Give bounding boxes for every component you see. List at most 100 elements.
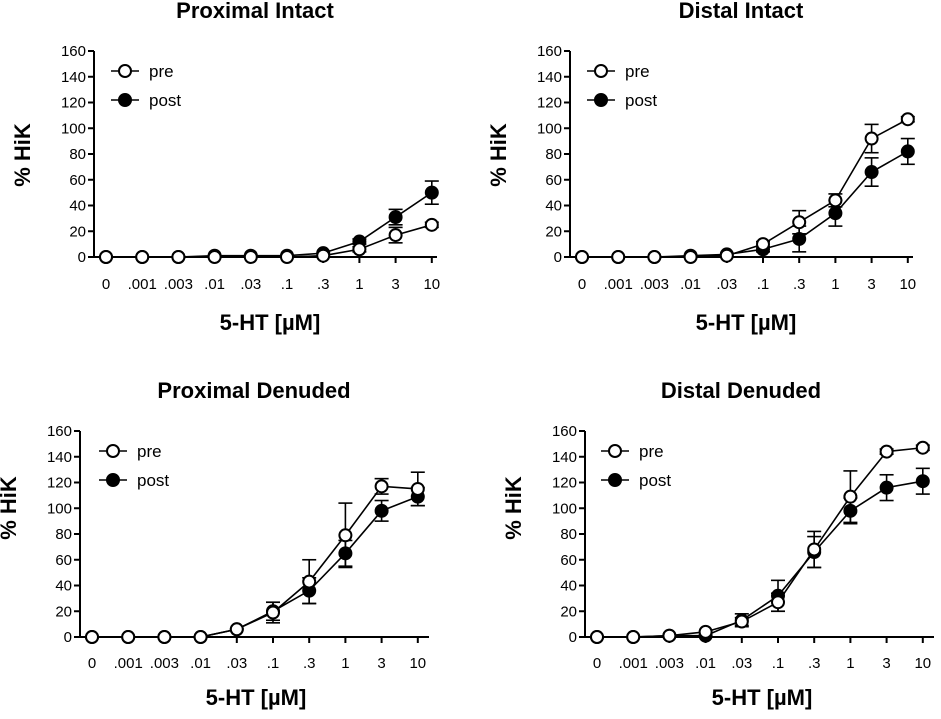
legend-label-pre: pre [639,442,664,461]
x-axis-label: 5-HT [µM] [696,310,797,335]
y-tick-label: 80 [560,526,577,543]
data-point-pre [352,242,367,257]
x-tick-label: 1 [831,276,839,293]
data-point-pre [135,250,150,264]
series-line-pre [582,118,909,258]
legend-label-pre: pre [149,62,174,81]
data-point-pre [771,595,785,610]
x-tick-label: .03 [240,276,261,293]
y-tick-label: 80 [55,526,72,543]
x-tick-label: 3 [867,276,875,293]
y-tick-label: 120 [47,475,72,492]
legend-marker-post [118,93,132,107]
series-pre [590,440,930,644]
x-tick-label: .1 [772,655,785,672]
x-tick-label: .1 [281,276,294,293]
data-point-pre [719,248,734,263]
data-point-pre [662,628,677,643]
data-point-pre [590,630,604,644]
x-tick-label: .03 [731,655,752,672]
x-tick-label: .01 [680,276,701,293]
y-tick-label: 40 [55,578,72,595]
x-tick-label: .1 [757,276,770,293]
data-point-pre [647,250,662,264]
chart-title: Proximal Denuded [157,378,350,403]
y-tick-label: 40 [560,578,577,595]
data-point-post [424,185,439,200]
data-point-pre [338,528,353,543]
data-point-pre [280,250,294,264]
y-tick-label: 40 [69,198,86,215]
y-tick-label: 0 [64,629,72,646]
x-tick-label: 10 [899,276,916,293]
data-point-pre [266,605,280,620]
data-point-pre [900,112,915,127]
y-tick-label: 40 [545,198,562,215]
legend-marker-pre [608,444,622,458]
x-tick-label: .001 [619,655,648,672]
data-point-pre [207,250,222,264]
x-tick-label: 1 [341,655,349,672]
data-point-pre [915,440,930,455]
x-tick-label: .01 [695,655,716,672]
data-point-pre [121,630,136,644]
x-tick-label: .1 [267,655,280,672]
data-point-pre [698,624,713,639]
series-pre [99,217,439,264]
y-tick-label: 60 [545,172,562,189]
legend-label-post: post [639,471,671,490]
x-tick-label: .03 [716,276,737,293]
series-line-pre [106,224,433,258]
chart-panel-1: Proximal Intact 0 20 40 60 80 100 120 140 160 0 .00… [10,0,440,335]
data-point-pre [807,542,822,557]
x-tick-label: 0 [88,655,96,672]
x-tick-label: .003 [164,276,193,293]
y-tick-label: 120 [537,95,562,112]
y-tick-label: 80 [69,146,86,163]
x-tick-label: .003 [640,276,669,293]
y-tick-label: 20 [69,223,86,240]
x-tick-label: 10 [423,276,440,293]
x-tick-label: .003 [150,655,179,672]
x-tick-label: 0 [578,276,586,293]
data-point-pre [864,131,879,146]
x-tick-label: 10 [409,655,426,672]
y-tick-label: 0 [569,629,577,646]
y-tick-label: 60 [69,172,86,189]
data-point-pre [424,217,439,232]
x-tick-label: .003 [655,655,684,672]
y-tick-label: 60 [560,552,577,569]
data-point-post [900,144,915,159]
data-point-pre [828,193,843,208]
y-axis-label: % HiK [501,476,526,540]
legend-marker-pre [594,64,608,78]
y-tick-label: 20 [560,603,577,620]
y-axis-label: % HiK [10,123,35,187]
legend-label-pre: pre [137,442,162,461]
data-point-post [915,474,930,489]
data-point-pre [792,215,807,230]
y-tick-label: 140 [537,69,562,86]
y-tick-label: 100 [552,500,577,517]
data-point-post [374,503,389,518]
data-point-post [879,480,894,495]
y-tick-label: 140 [552,449,577,466]
legend-marker-post [106,473,120,487]
y-tick-label: 120 [552,475,577,492]
data-point-pre [575,250,589,264]
x-tick-label: .001 [604,276,633,293]
legend-marker-post [594,93,608,107]
legend-label-post: post [137,471,169,490]
x-axis-label: 5-HT [µM] [220,310,321,335]
data-point-pre [734,614,749,629]
chart-title: Proximal Intact [176,0,334,23]
y-tick-label: 120 [61,95,86,112]
series-line-pre [92,485,418,638]
x-tick-label: 0 [593,655,601,672]
chart-title: Distal Intact [679,0,804,23]
data-point-pre [85,630,99,644]
x-tick-label: 3 [391,276,399,293]
data-point-pre [99,250,113,264]
x-tick-label: .01 [190,655,211,672]
x-tick-label: .03 [226,655,247,672]
